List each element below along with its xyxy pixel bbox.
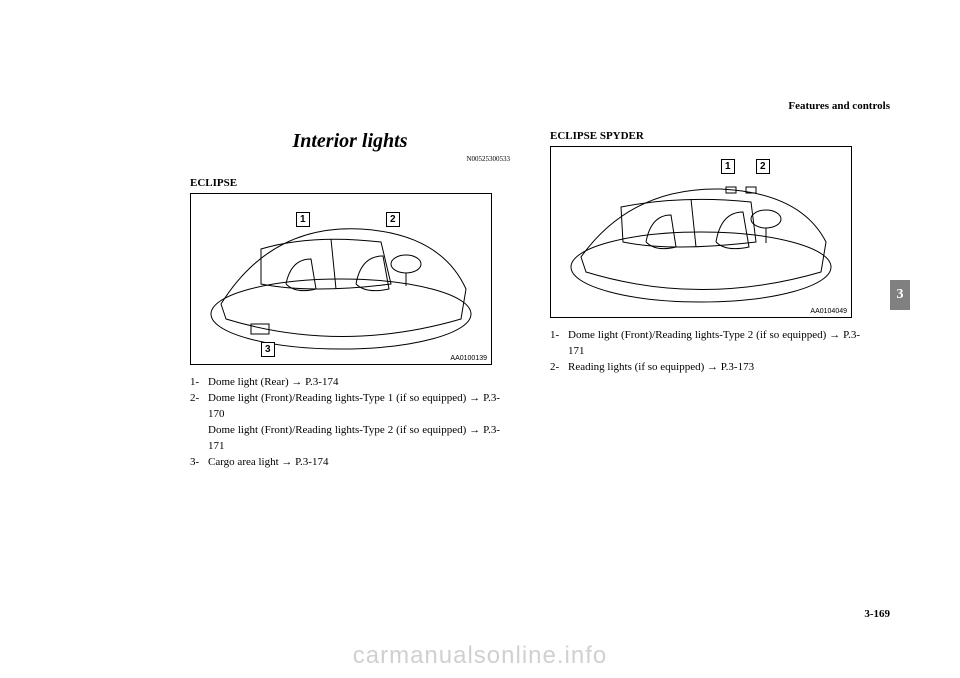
callout-1: 1 bbox=[721, 159, 735, 174]
list-item-line: Dome light (Front)/Reading lights-Type 2… bbox=[208, 423, 500, 455]
list-item: 2- Reading lights (if so equipped) → P.3… bbox=[550, 360, 860, 376]
list-item-text: Cargo area light → P.3-174 bbox=[208, 455, 500, 471]
list-item-number: 2- bbox=[550, 360, 568, 376]
callout-3: 3 bbox=[261, 342, 275, 357]
callout-2: 2 bbox=[386, 212, 400, 227]
section-tab: 3 bbox=[890, 280, 910, 310]
list-item-number: 2- bbox=[190, 391, 208, 455]
page-number: 3-169 bbox=[864, 608, 890, 620]
callout-1: 1 bbox=[296, 212, 310, 227]
car-interior-illustration bbox=[551, 147, 851, 317]
section-title: Interior lights bbox=[190, 130, 510, 153]
document-code: N00525300533 bbox=[190, 155, 510, 163]
list-item-text: Reading lights (if so equipped) → P.3-17… bbox=[568, 360, 860, 376]
list-item-text: Dome light (Rear) → P.3-174 bbox=[208, 375, 500, 391]
list-item-number: 1- bbox=[550, 328, 568, 360]
list-item-number: 3- bbox=[190, 455, 208, 471]
watermark: carmanualsonline.info bbox=[0, 642, 960, 670]
list-item: 2- Dome light (Front)/Reading lights-Typ… bbox=[190, 391, 500, 455]
chapter-header: Features and controls bbox=[788, 100, 890, 112]
manual-page: Features and controls Interior lights N0… bbox=[170, 100, 910, 620]
figure-eclipse-spyder: 1 2 AA0104049 bbox=[550, 146, 852, 318]
left-list: 1- Dome light (Rear) → P.3-174 2- Dome l… bbox=[190, 375, 500, 471]
left-column: Interior lights N00525300533 ECLIPSE 1 2… bbox=[190, 130, 530, 471]
right-list: 1- Dome light (Front)/Reading lights-Typ… bbox=[550, 328, 860, 376]
car-interior-illustration bbox=[191, 194, 491, 364]
right-subhead: ECLIPSE SPYDER bbox=[550, 130, 890, 142]
figure-code-right: AA0104049 bbox=[810, 308, 847, 315]
list-item: 1- Dome light (Rear) → P.3-174 bbox=[190, 375, 500, 391]
right-column: ECLIPSE SPYDER 1 2 AA0104049 1- Dome l bbox=[550, 130, 890, 376]
list-item-text: Dome light (Front)/Reading lights-Type 1… bbox=[208, 391, 500, 455]
list-item-text: Dome light (Front)/Reading lights-Type 2… bbox=[568, 328, 860, 360]
list-item-line: Dome light (Front)/Reading lights-Type 1… bbox=[208, 392, 500, 420]
callout-2: 2 bbox=[756, 159, 770, 174]
list-item: 1- Dome light (Front)/Reading lights-Typ… bbox=[550, 328, 860, 360]
list-item-number: 1- bbox=[190, 375, 208, 391]
figure-code-left: AA0100139 bbox=[450, 355, 487, 362]
figure-eclipse: 1 2 3 AA0100139 bbox=[190, 193, 492, 365]
list-item: 3- Cargo area light → P.3-174 bbox=[190, 455, 500, 471]
left-subhead: ECLIPSE bbox=[190, 177, 530, 189]
